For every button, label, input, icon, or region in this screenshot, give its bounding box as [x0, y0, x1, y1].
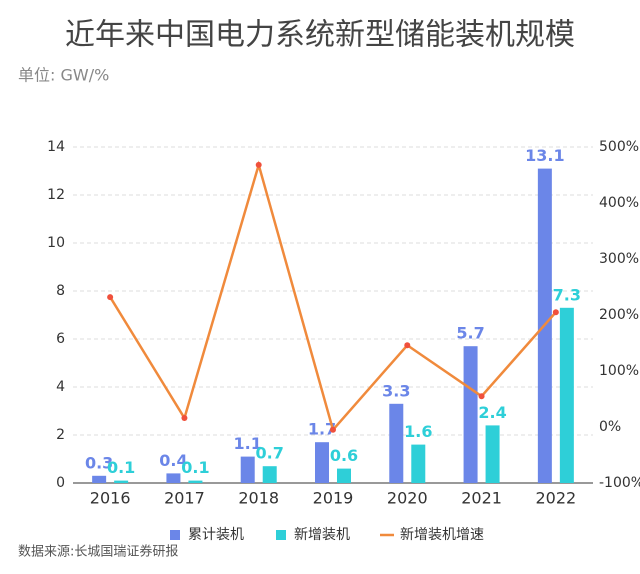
line-point: [330, 426, 336, 433]
y2-tick-label: 200%: [599, 307, 639, 323]
y-tick-label: 14: [47, 139, 65, 155]
data-label: 7.3: [553, 285, 581, 304]
data-label: 13.1: [525, 146, 564, 165]
legend-swatch: [276, 530, 286, 540]
x-tick-label: 2017: [164, 489, 205, 508]
data-label: 2.4: [478, 403, 506, 422]
legend-swatch: [170, 530, 180, 540]
bar: [389, 403, 404, 483]
bar: [166, 473, 181, 483]
y2-tick-label: 500%: [599, 139, 639, 155]
y-tick-label: 4: [56, 379, 65, 395]
bar: [485, 425, 500, 483]
data-label: 0.7: [256, 444, 284, 463]
data-label: 0.1: [107, 458, 135, 477]
x-tick-label: 2020: [387, 489, 428, 508]
bar: [262, 466, 277, 483]
x-tick-label: 2019: [313, 489, 354, 508]
data-label: 0.1: [181, 458, 209, 477]
data-label: 1.1: [234, 434, 262, 453]
bar: [315, 442, 329, 483]
data-label: 1.7: [308, 420, 336, 439]
y2-tick-label: -100%: [599, 475, 640, 491]
bar: [114, 480, 129, 483]
y-tick-label: 6: [56, 331, 65, 347]
data-label: 0.6: [330, 446, 358, 465]
line-point: [552, 309, 559, 316]
line-point: [255, 161, 262, 168]
source-note: 数据来源:长城国瑞证券研报: [18, 544, 178, 560]
bar: [188, 480, 203, 483]
line-series: [109, 160, 557, 433]
bar: [559, 307, 574, 483]
y-tick-label: 0: [56, 475, 65, 491]
chart-subtitle: 单位: GW/%: [18, 66, 109, 85]
x-tick-label: 2016: [90, 489, 131, 508]
y-tick-label: 10: [47, 235, 65, 251]
legend-label: 新增装机: [294, 527, 350, 543]
line-point: [181, 415, 188, 422]
bar: [240, 456, 255, 483]
x-tick-label: 2018: [238, 489, 279, 508]
chart-title: 近年来中国电力系统新型储能装机规模: [65, 18, 575, 53]
bar: [411, 444, 426, 483]
bar: [337, 468, 351, 483]
legend-label: 新增装机增速: [400, 527, 484, 543]
x-tick-label: 2022: [535, 489, 576, 508]
x-tick-label: 2021: [461, 489, 502, 508]
y-tick-label: 2: [56, 427, 65, 443]
data-label: 3.3: [382, 381, 410, 400]
line-point: [107, 294, 114, 301]
line-point: [478, 393, 485, 400]
y2-tick-label: 100%: [599, 363, 639, 379]
data-label: 0.3: [85, 453, 113, 472]
data-label: 1.6: [404, 422, 432, 441]
legend-label: 累计装机: [188, 527, 244, 543]
data-label: 5.7: [456, 324, 484, 343]
line-point: [404, 342, 411, 349]
y2-tick-label: 0%: [599, 419, 621, 435]
y-tick-label: 12: [47, 187, 65, 203]
data-label: 0.4: [159, 451, 187, 470]
y-tick-label: 8: [56, 283, 65, 299]
bar: [463, 346, 478, 483]
y2-tick-label: 400%: [599, 195, 639, 211]
y2-tick-label: 300%: [599, 251, 639, 267]
bar: [92, 475, 107, 483]
